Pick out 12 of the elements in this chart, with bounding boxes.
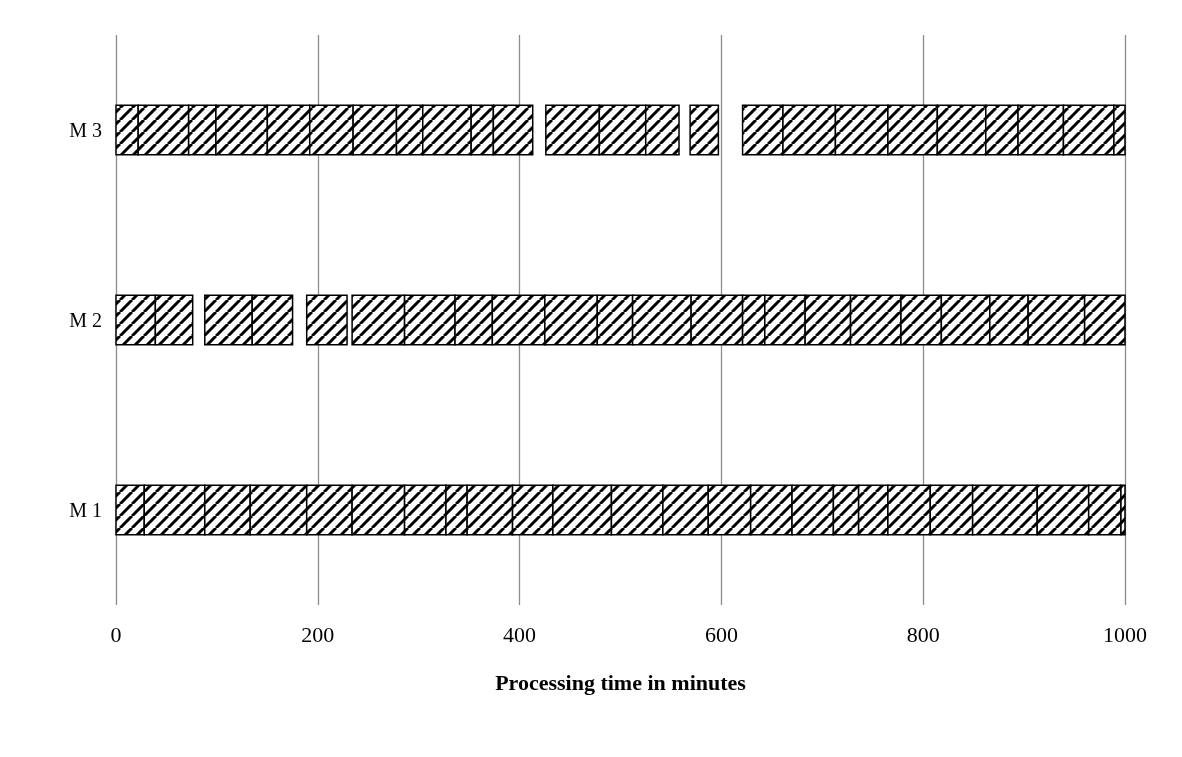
- x-tick-label: 0: [110, 621, 122, 647]
- x-tick-label: 400: [503, 621, 537, 647]
- bar: [689, 104, 720, 156]
- y-tick-label: M 1: [69, 499, 102, 521]
- y-tick-label: M 3: [69, 119, 102, 141]
- x-tick-label: 600: [704, 621, 738, 647]
- x-axis-title: Processing time in minutes: [495, 669, 747, 695]
- y-tick-label: M 2: [69, 309, 102, 331]
- x-tick-label: 1000: [1103, 621, 1147, 647]
- bar: [305, 294, 348, 346]
- x-tick-label: 200: [301, 621, 335, 647]
- x-tick-label: 800: [906, 621, 940, 647]
